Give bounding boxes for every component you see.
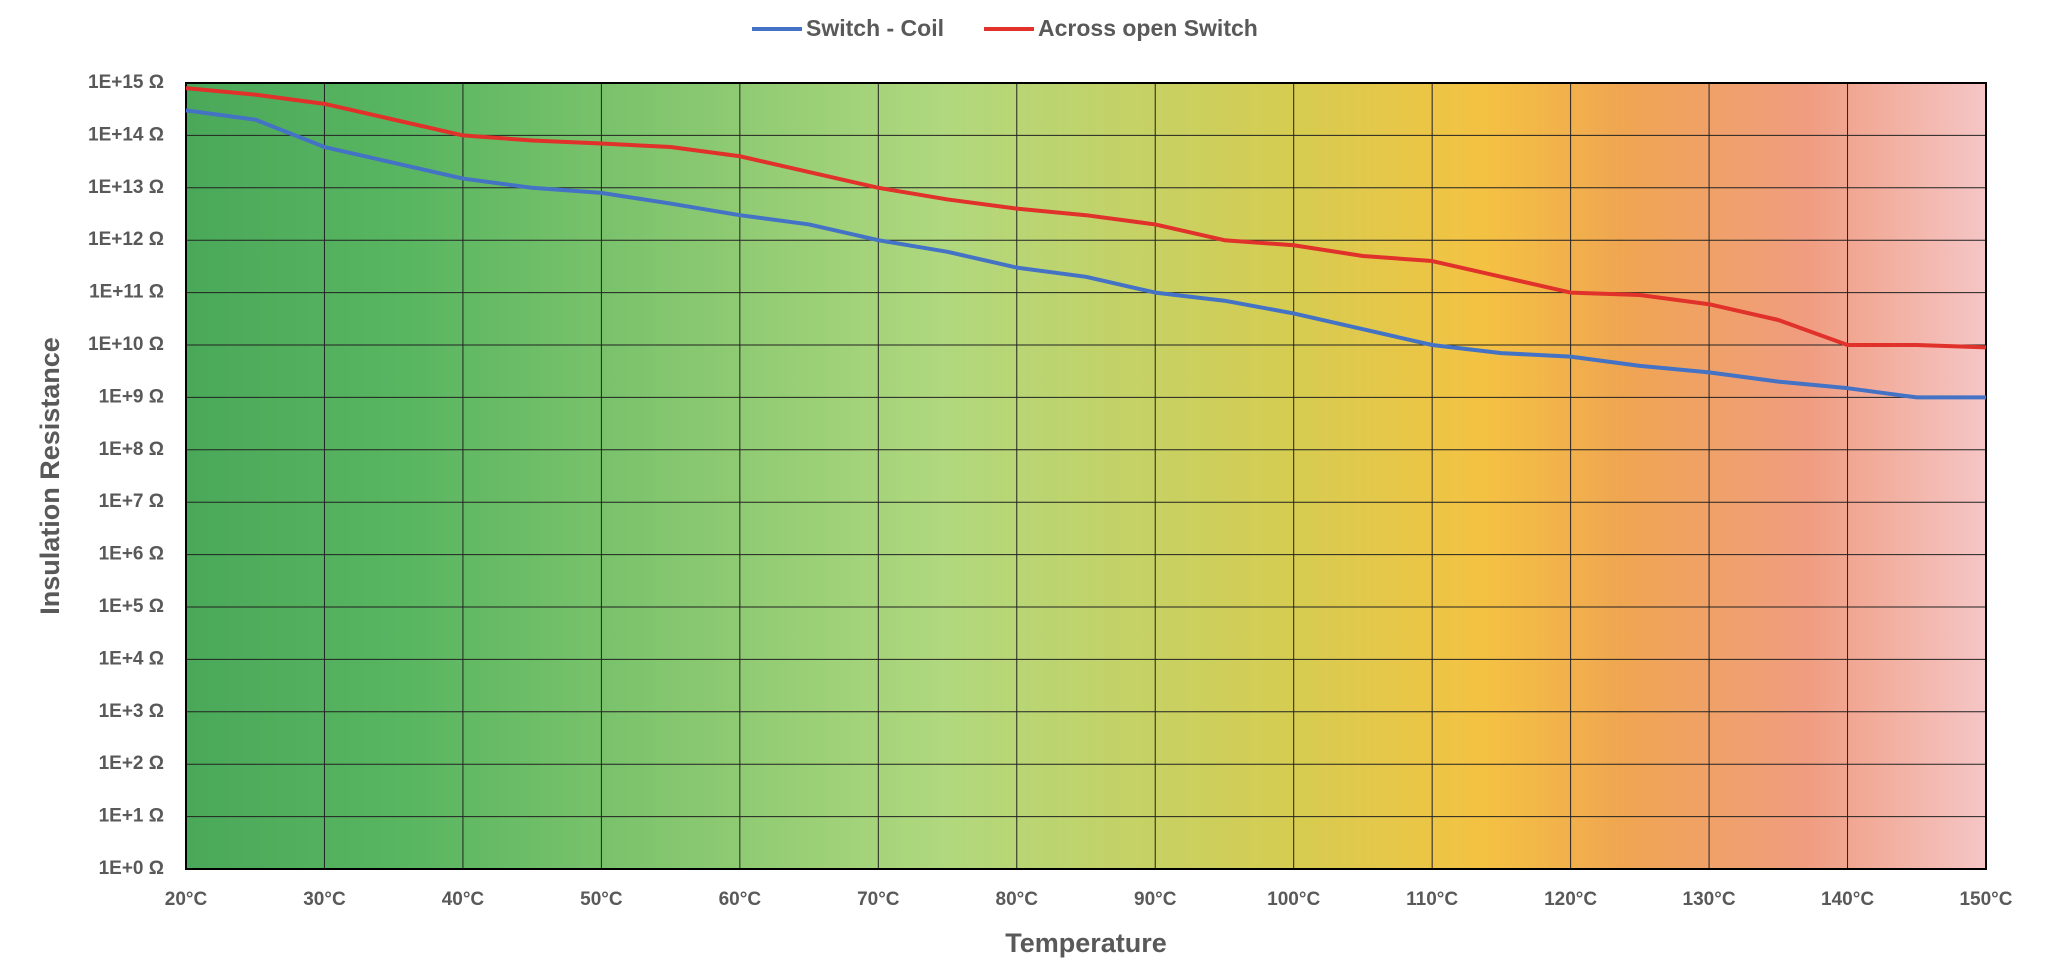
x-tick-label: 110°C [1406, 889, 1458, 910]
legend-label: Across open Switch [1038, 15, 1258, 41]
y-tick-label: 1E+0 Ω [99, 858, 164, 879]
y-tick-label: 1E+8 Ω [99, 439, 164, 460]
y-tick-label: 1E+7 Ω [99, 491, 164, 512]
series-line [185, 86, 1987, 350]
y-tick-label: 1E+5 Ω [99, 596, 164, 617]
y-tick-label: 1E+14 Ω [88, 124, 164, 145]
x-axis-title: Temperature [1005, 928, 1167, 958]
x-tick-label: 20°C [165, 889, 208, 910]
x-tick-label: 140°C [1821, 889, 1874, 910]
x-tick-label: 30°C [303, 889, 346, 910]
x-tick-label: 40°C [442, 889, 485, 910]
x-tick-label: 70°C [857, 889, 900, 910]
x-tick-label: 90°C [1134, 889, 1177, 910]
x-tick-label: 100°C [1267, 889, 1320, 910]
x-tick-label: 120°C [1544, 889, 1597, 910]
y-tick-label: 1E+12 Ω [88, 229, 164, 250]
plot-border [185, 82, 1987, 870]
y-tick-label: 1E+10 Ω [88, 334, 164, 355]
y-tick-label: 1E+6 Ω [99, 544, 164, 565]
x-tick-label: 50°C [580, 889, 623, 910]
x-tick-label: 80°C [996, 889, 1039, 910]
y-tick-label: 1E+15 Ω [88, 72, 164, 93]
y-tick-label: 1E+2 Ω [99, 753, 164, 774]
y-tick-label: 1E+1 Ω [99, 806, 164, 827]
x-tick-label: 150°C [1959, 889, 2012, 910]
y-tick-label: 1E+13 Ω [88, 177, 164, 198]
x-tick-label: 130°C [1683, 889, 1736, 910]
y-tick-label: 1E+4 Ω [99, 648, 164, 669]
x-tick-label: 60°C [719, 889, 762, 910]
legend-label: Switch - Coil [806, 15, 944, 41]
series-line [185, 108, 1986, 400]
plot-background [186, 83, 1986, 869]
y-tick-label: 1E+3 Ω [99, 701, 164, 722]
y-axis-title: Insulation Resistance [35, 337, 65, 615]
y-tick-label: 1E+9 Ω [99, 386, 164, 407]
y-tick-label: 1E+11 Ω [89, 282, 164, 303]
